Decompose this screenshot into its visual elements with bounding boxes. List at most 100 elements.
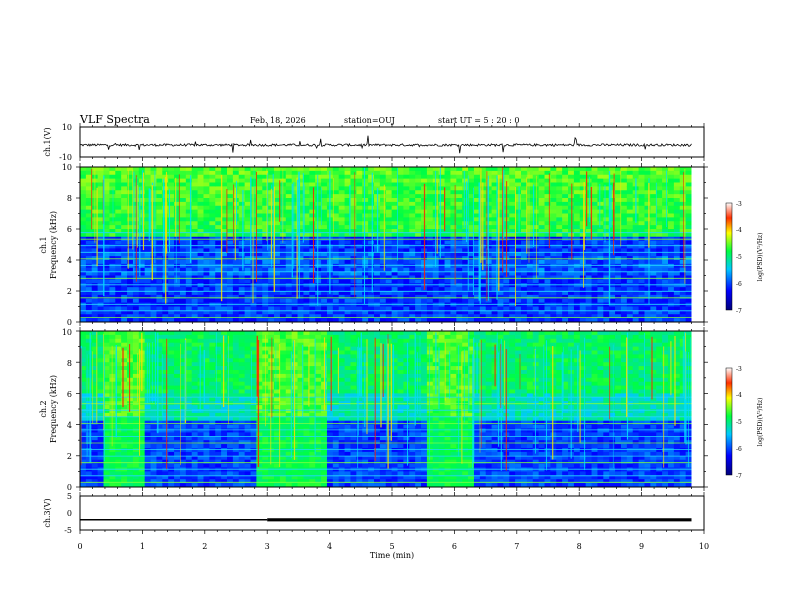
- spectrogram-cell-2505: [444, 263, 452, 269]
- spectrogram-cell-1567: [309, 194, 316, 199]
- spectrogram-cell-525: [156, 350, 163, 355]
- spectrogram-cell-4089: [679, 201, 687, 207]
- spectrogram-cell-3097: [532, 232, 540, 238]
- spectrogram-cell-3089: [532, 201, 540, 207]
- spectrogram-cell-183: [103, 256, 110, 261]
- spectrogram-cell-2267: [409, 271, 416, 277]
- spectrogram-cell-1827: [344, 271, 352, 277]
- spectrogram-cell-307: [121, 436, 128, 441]
- spectrogram-cell-707: [179, 271, 187, 277]
- spectrogram-cell-994: [221, 298, 228, 304]
- spectrogram-cell-1896: [356, 229, 363, 234]
- spectrogram-cell-2373: [426, 217, 434, 222]
- spectrogram-cell-1596: [309, 306, 316, 311]
- spectrogram-cell-419: [138, 240, 146, 246]
- spectrogram-cell-1496: [297, 229, 305, 234]
- spectrogram-cell-3292: [562, 213, 569, 218]
- spectrogram-cell-3094: [532, 221, 540, 226]
- spectrogram-cell-38: [80, 479, 87, 484]
- spectrogram-cell-1244: [262, 182, 269, 187]
- spectrogram-cell-2356: [421, 306, 428, 311]
- spectrogram-cell-1966: [368, 190, 375, 195]
- spectrogram-cell-2687: [473, 194, 481, 199]
- spectrogram-cell-51: [85, 373, 93, 379]
- spectrogram-cell-2389: [426, 279, 434, 284]
- spectrogram-cell-452: [144, 213, 152, 218]
- spectrogram-cell-289: [121, 201, 128, 207]
- spectrogram-cell-2985: [515, 263, 522, 269]
- spectrogram-cell-504: [150, 260, 158, 265]
- spectrogram-cell-1028: [227, 275, 234, 280]
- spectrogram-cell-3699: [620, 240, 628, 246]
- spectrogram-cell-2814: [491, 221, 499, 226]
- spectrogram-cell-296: [121, 393, 128, 398]
- spectrogram-cell-485: [150, 350, 158, 355]
- spec1-ytick-0: 0: [67, 318, 72, 327]
- spectrogram-cell-90: [91, 370, 99, 375]
- spectrogram-cell-4097: [679, 232, 687, 238]
- spectrogram-cell-2031: [374, 287, 381, 292]
- spectrogram-cell-2532: [450, 213, 457, 218]
- spectrogram-cell-22: [80, 252, 87, 257]
- spectrogram-cell-1982: [368, 252, 375, 257]
- spectrogram-cell-1394: [279, 298, 287, 304]
- spectrogram-cell-2767: [485, 194, 493, 199]
- spectrogram-cell-710: [179, 283, 187, 288]
- cb1-tick-m3: -3: [736, 201, 742, 208]
- spectrogram-cell-4157: [685, 310, 693, 315]
- spectrogram-cell-1547: [303, 271, 310, 277]
- spectrogram-cell-3531: [597, 209, 604, 215]
- spectrogram-cell-1910: [356, 283, 363, 288]
- spectrogram-cell-3302: [562, 252, 569, 257]
- spectrogram-cell-2268: [409, 275, 416, 280]
- spectrogram-cell-3370: [573, 205, 581, 211]
- spectrogram-cell-2965: [515, 186, 522, 191]
- spectrogram-cell-308: [121, 440, 128, 445]
- spectrogram-cell-3203: [550, 178, 557, 184]
- spectrogram-cell-195: [103, 302, 110, 308]
- spectrogram-cell-3521: [597, 170, 604, 176]
- spectrogram-cell-121: [97, 170, 105, 176]
- spectrogram-cell-3530: [597, 205, 604, 211]
- spectrogram-cell-3924: [656, 182, 663, 187]
- spectrogram-cell-4107: [679, 271, 687, 277]
- spectrogram-cell-3323: [568, 178, 575, 184]
- spectrogram-cell-419: [138, 405, 146, 410]
- spectrogram-cell-2864: [497, 260, 504, 265]
- spectrogram-cell-1486: [297, 190, 305, 195]
- spectrogram-cell-493: [150, 217, 158, 222]
- spectrogram-cell-1597: [309, 310, 316, 315]
- spectrogram-cell-2048: [379, 198, 387, 203]
- spectrogram-cell-365: [132, 350, 140, 355]
- spectrogram-cell-2765: [485, 186, 493, 191]
- spectrogram-cell-3532: [597, 213, 604, 218]
- spectrogram-cell-3420: [579, 244, 587, 249]
- spectrogram-cell-3278: [556, 314, 563, 319]
- spectrogram-cell-1602: [315, 174, 322, 180]
- spectrogram-cell-187: [103, 271, 110, 277]
- spectrogram-cell-3566: [603, 190, 610, 195]
- spectrogram-cell-1396: [279, 306, 287, 311]
- spectrogram-cell-2255: [409, 225, 416, 230]
- spectrogram-cell-445: [144, 186, 152, 191]
- spectrogram-cell-3441: [585, 170, 593, 176]
- spectrogram-cell-2445: [438, 186, 446, 191]
- spectrogram-cell-956: [215, 306, 222, 311]
- spectrogram-cell-3179: [544, 240, 551, 246]
- spectrogram-cell-228: [109, 275, 116, 280]
- spectrogram-cell-2287: [415, 194, 422, 199]
- spectrogram-cell-1200: [256, 167, 263, 172]
- spectrogram-cell-2206: [403, 190, 410, 195]
- spectrogram-cell-4141: [685, 248, 693, 253]
- spectrogram-cell-299: [121, 405, 128, 410]
- spectrogram-cell-601: [168, 334, 175, 340]
- spectrogram-cell-3360: [573, 167, 581, 172]
- spectrogram-cell-2974: [515, 221, 522, 226]
- spectrogram-cell-950: [215, 283, 222, 288]
- spectrogram-cell-1493: [297, 217, 305, 222]
- spectrogram-cell-1002: [227, 174, 234, 180]
- spectrogram-cell-3105: [532, 263, 540, 269]
- spectrogram-cell-2523: [450, 178, 457, 184]
- spectrogram-cell-2994: [515, 298, 522, 304]
